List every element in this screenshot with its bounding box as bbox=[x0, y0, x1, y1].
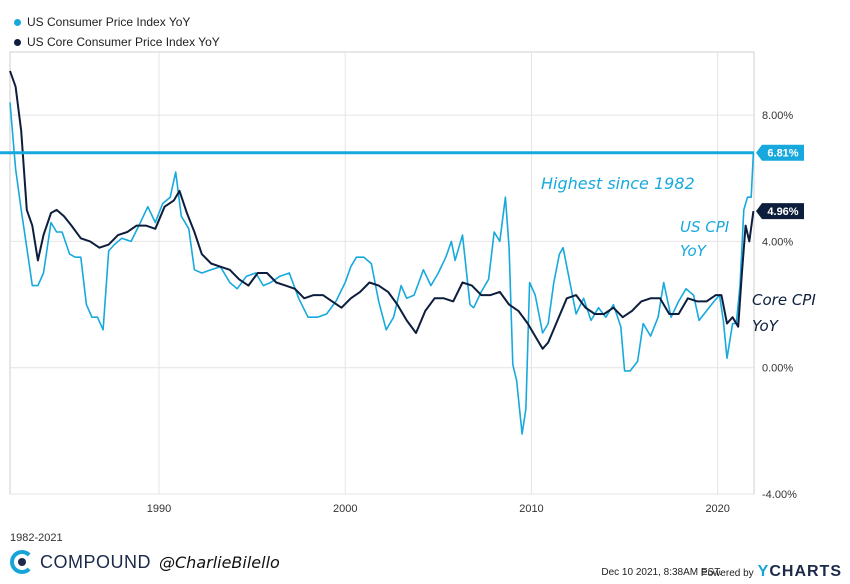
x-tick-label: 2000 bbox=[333, 503, 357, 515]
legend-marker-cpi bbox=[14, 18, 21, 26]
annotation-highest-since-1982: Highest since 1982 bbox=[541, 174, 695, 193]
end-label-text: 6.81% bbox=[767, 148, 798, 160]
y-tick-label: -4.00% bbox=[762, 489, 797, 501]
y-tick-label: 0.00% bbox=[762, 363, 793, 375]
y-tick-label: 4.00% bbox=[762, 236, 793, 248]
annotation-us-cpi-line1: US CPI bbox=[680, 218, 730, 236]
x-tick-label: 1990 bbox=[147, 503, 171, 515]
chart-legend: US Consumer Price Index YoY US Core Cons… bbox=[14, 12, 220, 52]
compound-logo-icon bbox=[10, 550, 34, 574]
legend-item-cpi[interactable]: US Consumer Price Index YoY bbox=[14, 12, 220, 32]
powered-by-ycharts[interactable]: Powered by YCHARTS bbox=[701, 563, 842, 581]
end-label-badge bbox=[756, 144, 804, 161]
chart-overlays: 6.81% 4.96% bbox=[0, 144, 804, 220]
annotation-core-cpi-line1: Core CPI bbox=[752, 291, 816, 309]
compound-brand: COMPOUND @CharlieBilello bbox=[10, 550, 280, 574]
annotation-core-cpi-line2: YoY bbox=[752, 317, 780, 335]
legend-item-core-cpi[interactable]: US Core Consumer Price Index YoY bbox=[14, 32, 220, 52]
date-range-label: 1982-2021 bbox=[10, 532, 63, 544]
author-handle: @CharlieBilello bbox=[159, 552, 280, 572]
ycharts-logo-y: Y bbox=[757, 563, 770, 580]
plot-area bbox=[9, 51, 755, 495]
annotation-us-cpi-line2: YoY bbox=[680, 242, 708, 260]
axis-labels: 8.00% 4.00% 0.00% -4.00% 1990 2000 2010 2020 bbox=[147, 110, 797, 515]
legend-label-core-cpi: US Core Consumer Price Index YoY bbox=[27, 35, 220, 49]
series-line-cpi bbox=[9, 102, 755, 435]
brand-name: COMPOUND bbox=[40, 551, 151, 572]
timestamp: Dec 10 2021, 8:38AM EST. bbox=[601, 567, 722, 578]
series-lines bbox=[9, 70, 755, 435]
x-tick-label: 2020 bbox=[705, 503, 729, 515]
powered-by-label: Powered by bbox=[700, 568, 754, 579]
end-label-badge bbox=[756, 203, 804, 220]
end-label-text: 4.96% bbox=[767, 206, 798, 218]
x-tick-label: 2010 bbox=[519, 503, 543, 515]
series-line-core-cpi bbox=[9, 70, 755, 350]
y-tick-label: 8.00% bbox=[762, 110, 793, 122]
legend-label-cpi: US Consumer Price Index YoY bbox=[27, 15, 191, 29]
grid-lines bbox=[10, 52, 754, 495]
ycharts-logo-rest: CHARTS bbox=[769, 563, 842, 580]
ycharts-logo: YCHARTS bbox=[758, 563, 842, 581]
legend-marker-core-cpi bbox=[14, 38, 21, 46]
